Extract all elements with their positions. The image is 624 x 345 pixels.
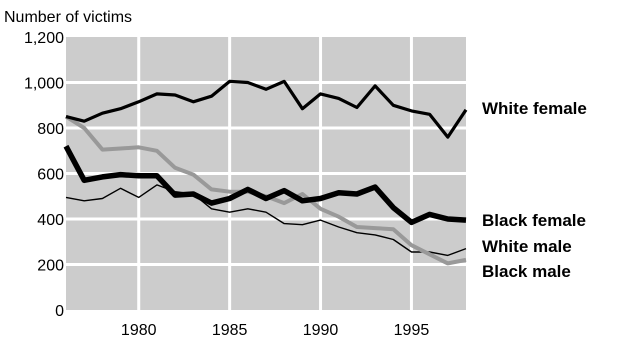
x-tick-label: 1985: [212, 322, 248, 339]
series-line-white-female: [65, 79, 468, 139]
y-tick-label: 400: [37, 212, 64, 229]
x-tick-label: 1980: [121, 322, 157, 339]
series-label-black-female: Black female: [482, 211, 586, 230]
y-tick-label: 1,000: [24, 76, 64, 93]
y-tick-label: 200: [37, 258, 64, 275]
y-axis-title: Number of victims: [4, 9, 132, 26]
y-tick-label: 0: [55, 303, 64, 320]
y-tick-label: 1,200: [24, 30, 64, 47]
x-tick-label: 1995: [394, 322, 430, 339]
series-line-white-male: [65, 184, 467, 257]
series-line-black-female: [63, 144, 467, 226]
y-axis-tick-labels: 0 200 400 600 800 1,000 1,200: [24, 30, 64, 320]
y-tick-label: 800: [37, 121, 64, 138]
x-axis-tick-labels: 1980 1985 1990 1995: [121, 322, 429, 339]
series-label-white-male: White male: [482, 237, 572, 256]
series-labels: White female Black female White male Black …: [482, 99, 587, 281]
series-lines: [63, 79, 468, 266]
series-label-black-male: Black male: [482, 262, 571, 281]
series-label-white-female: White female: [482, 99, 587, 118]
y-tick-label: 600: [37, 167, 64, 184]
x-tick-label: 1990: [303, 322, 339, 339]
